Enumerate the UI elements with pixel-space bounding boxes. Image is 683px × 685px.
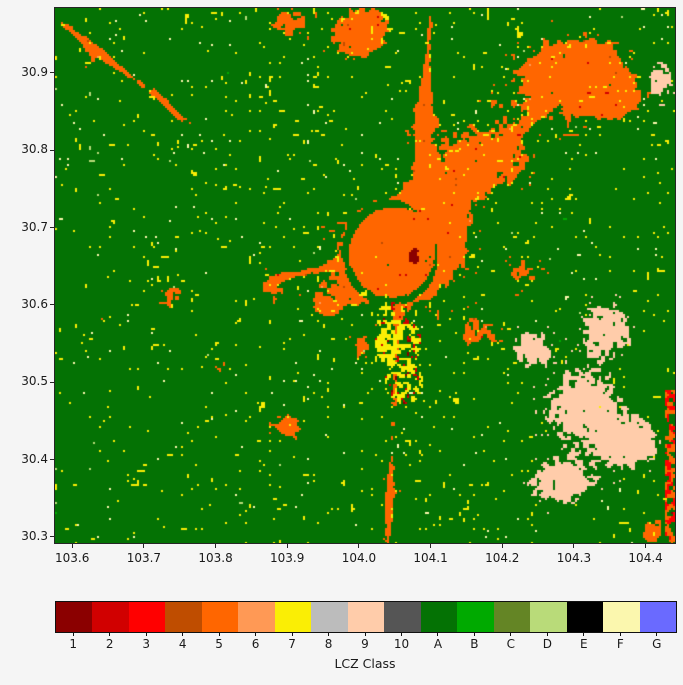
colorbar-label-4: 4 xyxy=(178,637,187,651)
y-tick-label: 30.3 xyxy=(21,528,48,543)
colorbar-tick-mark xyxy=(583,632,585,636)
x-tick-mark xyxy=(430,543,432,548)
colorbar-label-6: 6 xyxy=(251,637,260,651)
colorbar-cell-A xyxy=(420,602,458,632)
colorbar-tick-mark xyxy=(145,632,147,636)
colorbar-cell-B xyxy=(457,602,494,632)
x-tick-label: 104.0 xyxy=(341,551,377,565)
colorbar-tick-mark xyxy=(255,632,257,636)
colorbar-tick-mark xyxy=(328,632,330,636)
colorbar-tick-mark xyxy=(291,632,293,636)
colorbar-cell-9 xyxy=(347,602,385,632)
x-tick-mark xyxy=(71,543,73,548)
x-tick-mark xyxy=(143,543,145,548)
colorbar-cell-C xyxy=(493,602,531,632)
colorbar-tick-mark xyxy=(400,632,402,636)
x-tick-label: 103.7 xyxy=(126,551,162,565)
x-tick-mark xyxy=(286,543,288,548)
y-tick-mark xyxy=(50,72,55,74)
x-tick-label: 104.3 xyxy=(556,551,592,565)
x-tick-label: 103.6 xyxy=(55,551,90,565)
colorbar-label-G: G xyxy=(652,637,662,651)
y-tick-label: 30.5 xyxy=(21,374,48,389)
colorbar-label-F: F xyxy=(616,637,624,651)
x-tick-label: 103.8 xyxy=(198,551,233,565)
y-tick-mark xyxy=(50,536,55,538)
colorbar-cell-6 xyxy=(238,602,275,632)
x-tick-mark xyxy=(358,543,360,548)
colorbar-tick-mark xyxy=(182,632,184,636)
colorbar-label-C: C xyxy=(506,637,516,651)
colorbar-tick-mark xyxy=(510,632,512,636)
colorbar-label-9: 9 xyxy=(361,637,369,651)
colorbar-label-D: D xyxy=(542,637,552,651)
y-tick-mark xyxy=(50,149,55,151)
y-tick-label: 30.6 xyxy=(21,296,48,311)
colorbar-label-2: 2 xyxy=(105,637,114,651)
colorbar-label-10: 10 xyxy=(393,637,410,651)
y-tick-label: 30.9 xyxy=(21,64,48,79)
lcz-map-canvas xyxy=(55,8,675,543)
colorbar-cell-8 xyxy=(311,602,348,632)
colorbar-tick-mark xyxy=(72,632,74,636)
y-tick-label: 30.8 xyxy=(21,142,48,157)
colorbar-cell-1 xyxy=(56,602,93,632)
colorbar-title: LCZ Class xyxy=(334,656,396,671)
colorbar-cell-10 xyxy=(384,602,421,632)
x-tick-mark xyxy=(215,543,217,548)
colorbar-tick-mark xyxy=(473,632,475,636)
y-tick-label: 30.4 xyxy=(21,451,48,466)
colorbar-cell-7 xyxy=(274,602,312,632)
colorbar-label-E: E xyxy=(580,637,588,651)
colorbar-tick-mark xyxy=(619,632,621,636)
x-tick-label: 104.2 xyxy=(485,551,520,565)
colorbar-label-3: 3 xyxy=(142,637,150,651)
colorbar-cell-E xyxy=(566,602,604,632)
x-tick-label: 104.1 xyxy=(413,551,448,565)
colorbar-cell-F xyxy=(603,602,640,632)
colorbar-cell-3 xyxy=(128,602,166,632)
colorbar-cell-4 xyxy=(165,602,202,632)
x-tick-label: 104.4 xyxy=(628,551,663,565)
y-tick-label: 30.7 xyxy=(21,219,48,234)
x-tick-mark xyxy=(501,543,503,548)
colorbar-tick-mark xyxy=(546,632,548,636)
y-tick-mark xyxy=(50,381,55,383)
x-tick-mark xyxy=(573,543,575,548)
y-tick-mark xyxy=(50,459,55,460)
colorbar-tick-mark xyxy=(437,632,439,636)
colorbar-tick-mark xyxy=(364,632,366,636)
y-tick-mark xyxy=(50,304,55,306)
colorbar-cell-5 xyxy=(201,602,239,632)
colorbar-tick-mark xyxy=(656,632,658,636)
plot-area xyxy=(54,7,676,544)
colorbar-cell-D xyxy=(530,602,567,632)
y-tick-mark xyxy=(50,227,55,229)
colorbar-tick-mark xyxy=(218,632,220,636)
colorbar-cell-2 xyxy=(92,602,129,632)
colorbar-label-A: A xyxy=(433,637,443,651)
colorbar xyxy=(55,601,677,633)
colorbar-label-B: B xyxy=(470,637,479,651)
colorbar-label-5: 5 xyxy=(215,637,223,651)
x-tick-label: 103.9 xyxy=(270,551,305,565)
colorbar-cell-G xyxy=(639,602,676,632)
colorbar-label-7: 7 xyxy=(288,637,296,651)
x-tick-mark xyxy=(645,543,647,548)
colorbar-tick-mark xyxy=(109,632,111,636)
colorbar-label-8: 8 xyxy=(324,637,333,651)
colorbar-label-1: 1 xyxy=(69,637,78,651)
